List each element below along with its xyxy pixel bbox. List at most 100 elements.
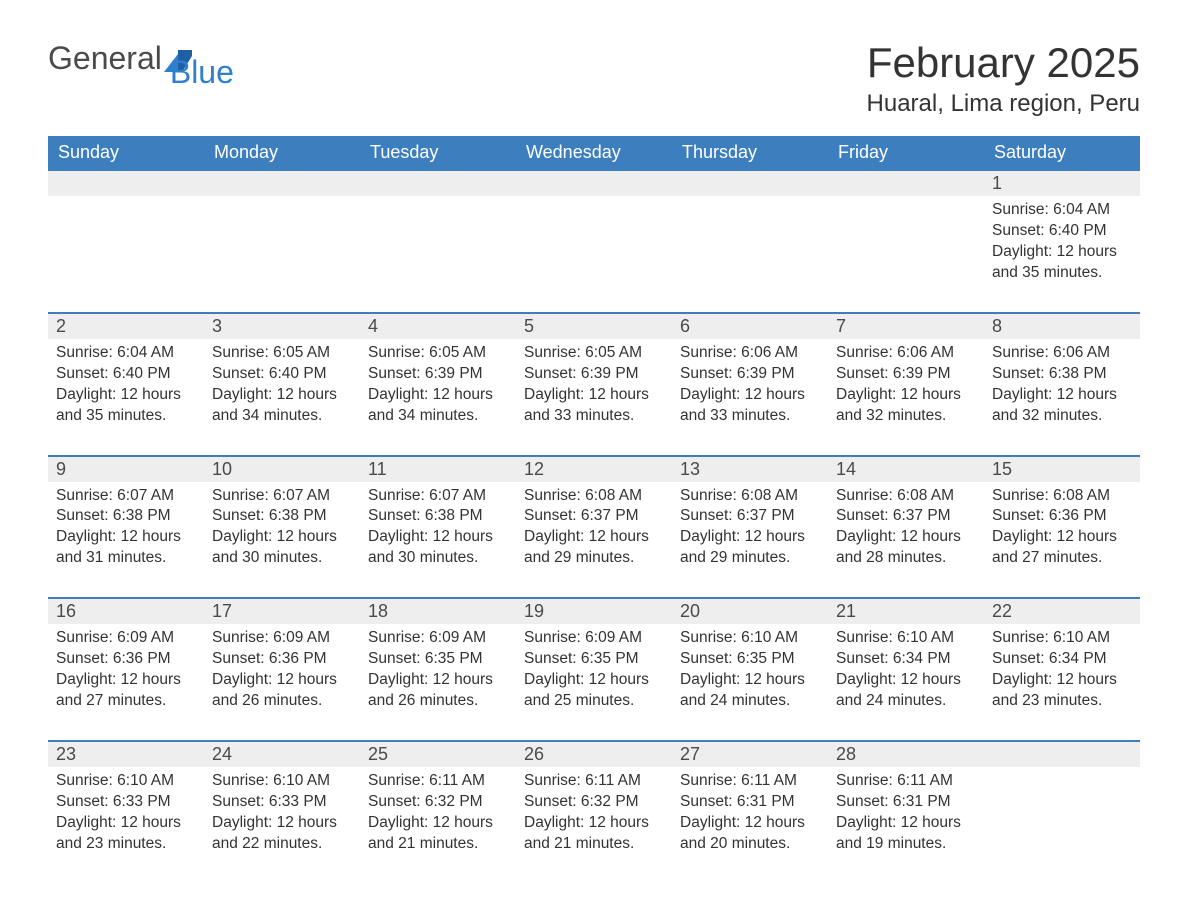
logo: General Blue: [48, 40, 256, 77]
day-number-cell: 1: [984, 170, 1140, 196]
day-number-cell: [828, 170, 984, 196]
daylight-text: Daylight: 12 hours and 35 minutes.: [56, 385, 196, 427]
day-number-cell: 8: [984, 313, 1140, 339]
daylight-text: Daylight: 12 hours and 29 minutes.: [680, 527, 820, 569]
day-number-cell: [672, 170, 828, 196]
sunrise-text: Sunrise: 6:11 AM: [368, 771, 508, 792]
daylight-text: Daylight: 12 hours and 19 minutes.: [836, 813, 976, 855]
day-number-row: 9101112131415: [48, 456, 1140, 482]
daylight-text: Daylight: 12 hours and 33 minutes.: [524, 385, 664, 427]
day-number: 26: [524, 744, 544, 764]
day-number: 3: [212, 316, 222, 336]
sunset-text: Sunset: 6:35 PM: [680, 649, 820, 670]
day-data-cell: [48, 196, 204, 313]
day-number-cell: 10: [204, 456, 360, 482]
sunset-text: Sunset: 6:37 PM: [680, 506, 820, 527]
day-number: 14: [836, 459, 856, 479]
day-number-cell: [48, 170, 204, 196]
day-number-cell: [516, 170, 672, 196]
day-number-row: 232425262728: [48, 741, 1140, 767]
daylight-text: Daylight: 12 hours and 31 minutes.: [56, 527, 196, 569]
daylight-text: Daylight: 12 hours and 21 minutes.: [524, 813, 664, 855]
day-data-cell: Sunrise: 6:10 AMSunset: 6:34 PMDaylight:…: [828, 624, 984, 741]
day-data-cell: Sunrise: 6:07 AMSunset: 6:38 PMDaylight:…: [360, 482, 516, 599]
sunset-text: Sunset: 6:32 PM: [524, 792, 664, 813]
sunrise-text: Sunrise: 6:09 AM: [368, 628, 508, 649]
daylight-text: Daylight: 12 hours and 22 minutes.: [212, 813, 352, 855]
day-number-cell: 25: [360, 741, 516, 767]
sunset-text: Sunset: 6:39 PM: [836, 364, 976, 385]
day-number: 10: [212, 459, 232, 479]
daylight-text: Daylight: 12 hours and 34 minutes.: [368, 385, 508, 427]
day-number: 21: [836, 601, 856, 621]
sunset-text: Sunset: 6:33 PM: [212, 792, 352, 813]
daylight-text: Daylight: 12 hours and 35 minutes.: [992, 242, 1132, 284]
sunrise-text: Sunrise: 6:08 AM: [680, 486, 820, 507]
day-number-cell: 9: [48, 456, 204, 482]
sunrise-text: Sunrise: 6:09 AM: [56, 628, 196, 649]
daylight-text: Daylight: 12 hours and 32 minutes.: [992, 385, 1132, 427]
day-number: 25: [368, 744, 388, 764]
day-number: 28: [836, 744, 856, 764]
day-number-cell: 22: [984, 598, 1140, 624]
day-data-cell: Sunrise: 6:05 AMSunset: 6:40 PMDaylight:…: [204, 339, 360, 456]
day-number-cell: 3: [204, 313, 360, 339]
day-number: 5: [524, 316, 534, 336]
daylight-text: Daylight: 12 hours and 26 minutes.: [368, 670, 508, 712]
day-number: 4: [368, 316, 378, 336]
logo-word-general: General: [48, 40, 162, 77]
day-data-cell: Sunrise: 6:09 AMSunset: 6:36 PMDaylight:…: [204, 624, 360, 741]
day-data-cell: Sunrise: 6:07 AMSunset: 6:38 PMDaylight:…: [204, 482, 360, 599]
daylight-text: Daylight: 12 hours and 28 minutes.: [836, 527, 976, 569]
day-number-cell: 5: [516, 313, 672, 339]
weekday-header: Wednesday: [516, 136, 672, 170]
sunrise-text: Sunrise: 6:09 AM: [524, 628, 664, 649]
sunrise-text: Sunrise: 6:10 AM: [56, 771, 196, 792]
day-number: 6: [680, 316, 690, 336]
sunrise-text: Sunrise: 6:10 AM: [212, 771, 352, 792]
daylight-text: Daylight: 12 hours and 33 minutes.: [680, 385, 820, 427]
day-data-cell: Sunrise: 6:09 AMSunset: 6:35 PMDaylight:…: [360, 624, 516, 741]
day-data-cell: [984, 767, 1140, 883]
weekday-header: Friday: [828, 136, 984, 170]
day-data-cell: Sunrise: 6:10 AMSunset: 6:33 PMDaylight:…: [204, 767, 360, 883]
sunset-text: Sunset: 6:32 PM: [368, 792, 508, 813]
day-number-cell: 2: [48, 313, 204, 339]
day-data-row: Sunrise: 6:07 AMSunset: 6:38 PMDaylight:…: [48, 482, 1140, 599]
sunset-text: Sunset: 6:37 PM: [524, 506, 664, 527]
day-number-cell: 6: [672, 313, 828, 339]
day-data-cell: Sunrise: 6:06 AMSunset: 6:38 PMDaylight:…: [984, 339, 1140, 456]
day-data-cell: Sunrise: 6:11 AMSunset: 6:32 PMDaylight:…: [360, 767, 516, 883]
day-number-cell: 23: [48, 741, 204, 767]
day-data-cell: Sunrise: 6:10 AMSunset: 6:35 PMDaylight:…: [672, 624, 828, 741]
weekday-header: Thursday: [672, 136, 828, 170]
daylight-text: Daylight: 12 hours and 32 minutes.: [836, 385, 976, 427]
sunset-text: Sunset: 6:39 PM: [680, 364, 820, 385]
day-number-cell: 28: [828, 741, 984, 767]
day-number: 13: [680, 459, 700, 479]
daylight-text: Daylight: 12 hours and 21 minutes.: [368, 813, 508, 855]
sunrise-text: Sunrise: 6:05 AM: [212, 343, 352, 364]
sunrise-text: Sunrise: 6:11 AM: [836, 771, 976, 792]
sunset-text: Sunset: 6:39 PM: [524, 364, 664, 385]
sunrise-text: Sunrise: 6:08 AM: [524, 486, 664, 507]
sunrise-text: Sunrise: 6:05 AM: [524, 343, 664, 364]
month-title: February 2025: [867, 40, 1140, 86]
sunset-text: Sunset: 6:35 PM: [524, 649, 664, 670]
day-number: 8: [992, 316, 1002, 336]
sunrise-text: Sunrise: 6:11 AM: [524, 771, 664, 792]
day-number-cell: [204, 170, 360, 196]
day-number-cell: 16: [48, 598, 204, 624]
day-number: 18: [368, 601, 388, 621]
day-number-cell: 20: [672, 598, 828, 624]
sunset-text: Sunset: 6:34 PM: [992, 649, 1132, 670]
sunrise-text: Sunrise: 6:07 AM: [212, 486, 352, 507]
day-number: 23: [56, 744, 76, 764]
day-data-cell: Sunrise: 6:08 AMSunset: 6:37 PMDaylight:…: [672, 482, 828, 599]
sunrise-text: Sunrise: 6:11 AM: [680, 771, 820, 792]
day-data-cell: [516, 196, 672, 313]
location-subtitle: Huaral, Lima region, Peru: [867, 90, 1140, 118]
day-number-cell: [360, 170, 516, 196]
sunrise-text: Sunrise: 6:05 AM: [368, 343, 508, 364]
day-number: 19: [524, 601, 544, 621]
